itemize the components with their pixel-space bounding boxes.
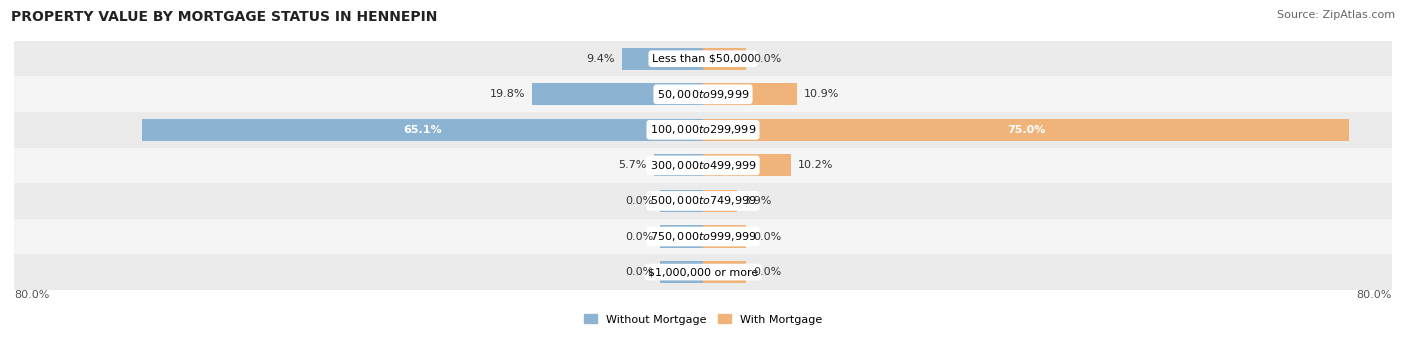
Text: $50,000 to $99,999: $50,000 to $99,999 (657, 88, 749, 101)
Bar (14, 41, 1392, 76)
Text: $750,000 to $999,999: $750,000 to $999,999 (650, 230, 756, 243)
Text: 0.0%: 0.0% (754, 267, 782, 277)
Text: 0.0%: 0.0% (624, 267, 652, 277)
Text: 65.1%: 65.1% (404, 125, 441, 135)
Bar (14, 112, 1392, 148)
Bar (654, 154, 703, 176)
Text: $100,000 to $299,999: $100,000 to $299,999 (650, 123, 756, 136)
Text: $1,000,000 or more: $1,000,000 or more (648, 267, 758, 277)
Text: Less than $50,000: Less than $50,000 (652, 54, 754, 64)
Text: 80.0%: 80.0% (1357, 290, 1392, 300)
Text: 3.9%: 3.9% (744, 196, 772, 206)
Text: 9.4%: 9.4% (586, 54, 616, 64)
Bar (703, 119, 1348, 141)
Text: Source: ZipAtlas.com: Source: ZipAtlas.com (1277, 10, 1395, 20)
Legend: Without Mortgage, With Mortgage: Without Mortgage, With Mortgage (579, 310, 827, 329)
Bar (659, 190, 703, 212)
Bar (703, 154, 790, 176)
Bar (14, 183, 1392, 219)
Bar (14, 148, 1392, 183)
Bar (703, 190, 737, 212)
Text: 0.0%: 0.0% (754, 232, 782, 241)
Bar (703, 225, 747, 248)
Text: 0.0%: 0.0% (624, 232, 652, 241)
Bar (14, 254, 1392, 290)
Bar (142, 119, 703, 141)
Text: $300,000 to $499,999: $300,000 to $499,999 (650, 159, 756, 172)
Text: 80.0%: 80.0% (14, 290, 49, 300)
Text: 0.0%: 0.0% (754, 54, 782, 64)
Text: 10.9%: 10.9% (804, 89, 839, 99)
Text: 10.2%: 10.2% (797, 160, 834, 170)
Bar (659, 261, 703, 283)
Bar (703, 48, 747, 70)
Text: 0.0%: 0.0% (624, 196, 652, 206)
Bar (703, 261, 747, 283)
Bar (14, 219, 1392, 254)
Bar (703, 83, 797, 105)
Text: PROPERTY VALUE BY MORTGAGE STATUS IN HENNEPIN: PROPERTY VALUE BY MORTGAGE STATUS IN HEN… (11, 10, 437, 24)
Text: 19.8%: 19.8% (491, 89, 526, 99)
Bar (14, 76, 1392, 112)
Text: 75.0%: 75.0% (1007, 125, 1045, 135)
Text: $500,000 to $749,999: $500,000 to $749,999 (650, 194, 756, 207)
Bar (533, 83, 703, 105)
Text: 5.7%: 5.7% (619, 160, 647, 170)
Bar (621, 48, 703, 70)
Bar (659, 225, 703, 248)
